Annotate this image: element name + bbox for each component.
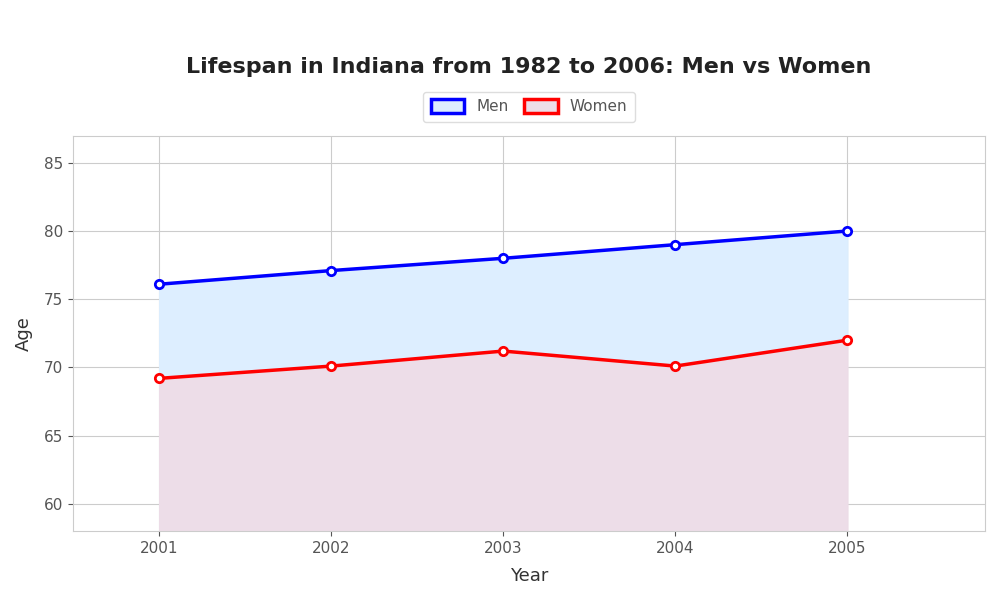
Legend: Men, Women: Men, Women	[423, 92, 635, 122]
X-axis label: Year: Year	[510, 567, 548, 585]
Title: Lifespan in Indiana from 1982 to 2006: Men vs Women: Lifespan in Indiana from 1982 to 2006: M…	[186, 57, 872, 77]
Y-axis label: Age: Age	[15, 316, 33, 351]
